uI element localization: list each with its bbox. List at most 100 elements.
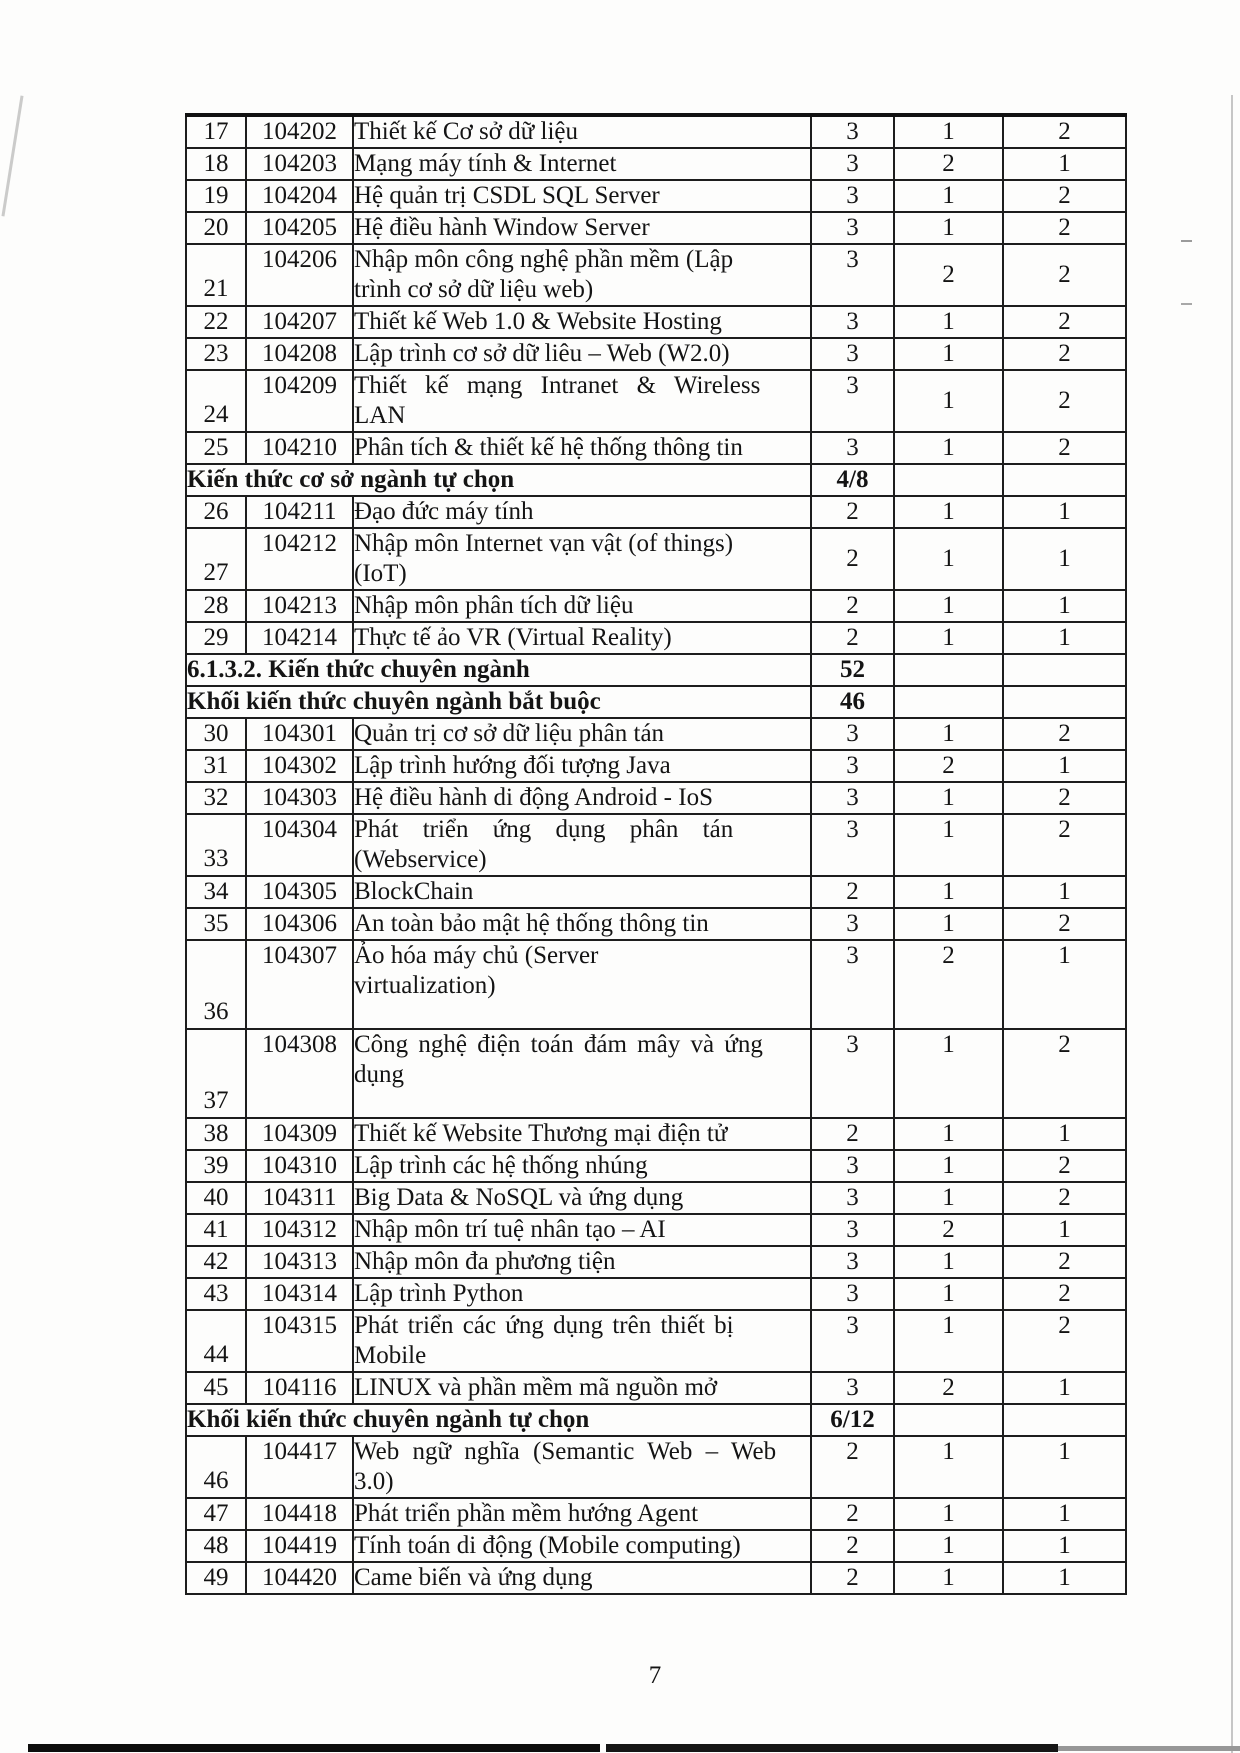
practice-cell: 2 <box>1002 717 1127 751</box>
code-cell: 104204 <box>245 179 354 213</box>
page-number: 7 <box>648 1662 662 1689</box>
stt-cell: 27 <box>185 527 247 591</box>
code-cell: 104310 <box>245 1149 354 1183</box>
course-row: 28 104213 Nhập môn phân tích dữ liệu 2 1 1 <box>185 589 1127 623</box>
stt-cell: 43 <box>185 1277 247 1311</box>
course-name-cell: Lập trình cơ sở dữ liêu – Web (W2.0) <box>352 337 812 371</box>
scan-bottom-band <box>1058 1746 1240 1751</box>
stt-cell: 25 <box>185 431 247 465</box>
course-name-cell: Thực tế ảo VR (Virtual Reality) <box>352 621 812 655</box>
credits-cell: 52 <box>810 653 895 687</box>
code-cell: 104206 <box>245 243 354 307</box>
theory-cell: 1 <box>893 527 1004 591</box>
credits-cell: 46 <box>810 685 895 719</box>
credits-cell: 3 <box>810 1371 895 1405</box>
stt-cell: 23 <box>185 337 247 371</box>
credits-cell: 3 <box>810 1245 895 1279</box>
code-cell: 104307 <box>245 939 354 1030</box>
code-cell: 104417 <box>245 1435 354 1499</box>
course-row: 45 104116 LINUX và phần mềm mã nguồn mở 3 2 1 <box>185 1371 1127 1405</box>
course-row: 22 104207 Thiết kế Web 1.0 & Website Hosti… <box>185 305 1127 339</box>
credits-cell: 3 <box>810 749 895 783</box>
course-name-cell: Hệ điều hành Window Server <box>352 211 812 245</box>
theory-cell: 1 <box>893 495 1004 529</box>
stt-cell: 28 <box>185 589 247 623</box>
course-row: 47 104418 Phát triển phần mềm hướng Agent 2… <box>185 1497 1127 1531</box>
course-row: 34 104305 BlockChain 2 1 1 <box>185 875 1127 909</box>
practice-cell: 1 <box>1002 621 1127 655</box>
practice-cell: 2 <box>1002 179 1127 213</box>
course-name-cell: Thiết kế mạng Intranet & Wireless LAN <box>352 369 812 433</box>
section-label-cell: Khối kiến thức chuyên ngành bắt buộc <box>185 685 812 719</box>
course-row: 18 104203 Mạng máy tính & Internet 3 2 1 <box>185 147 1127 181</box>
code-cell: 104309 <box>245 1117 354 1151</box>
course-row: 38 104309 Thiết kế Website Thương mại điện… <box>185 1117 1127 1151</box>
code-cell: 104205 <box>245 211 354 245</box>
course-name-cell: Quản trị cơ sở dữ liệu phân tán <box>352 717 812 751</box>
course-row: 25 104210 Phân tích & thiết kế hệ thống th… <box>185 431 1127 465</box>
course-row: 49 104420 Came biến và ứng dụng 2 1 1 <box>185 1561 1127 1595</box>
credits-cell: 3 <box>810 1277 895 1311</box>
code-cell: 104202 <box>245 114 354 149</box>
credits-cell: 3 <box>810 1181 895 1215</box>
practice-cell: 1 <box>1002 1213 1127 1247</box>
credits-cell: 3 <box>810 243 895 307</box>
credits-cell: 2 <box>810 1529 895 1563</box>
credits-cell: 3 <box>810 211 895 245</box>
credits-cell: 2 <box>810 589 895 623</box>
practice-cell: 1 <box>1002 527 1127 591</box>
credits-cell: 2 <box>810 495 895 529</box>
code-cell: 104306 <box>245 907 354 941</box>
course-name-cell: Thiết kế Cơ sở dữ liệu <box>352 114 812 149</box>
course-name-cell: Nhập môn công nghệ phần mềm (Lập trình c… <box>352 243 812 307</box>
stt-cell: 35 <box>185 907 247 941</box>
course-row: 26 104211 Đạo đức máy tính 2 1 1 <box>185 495 1127 529</box>
theory-cell: 2 <box>893 1371 1004 1405</box>
course-row: 48 104419 Tính toán di động (Mobile comput… <box>185 1529 1127 1563</box>
course-name-cell: Hệ điều hành di động Android - IoS <box>352 781 812 815</box>
course-name-cell: LINUX và phần mềm mã nguồn mở <box>352 1371 812 1405</box>
code-cell: 104210 <box>245 431 354 465</box>
course-row: 20 104205 Hệ điều hành Window Server 3 1 2 <box>185 211 1127 245</box>
code-cell: 104315 <box>245 1309 354 1373</box>
practice-cell: 2 <box>1002 1309 1127 1373</box>
course-row: 44 104315 Phát triển các ứng dụng trên thi… <box>185 1309 1127 1373</box>
course-name-cell: Phát triển phần mềm hướng Agent <box>352 1497 812 1531</box>
practice-cell: 2 <box>1002 1245 1127 1279</box>
course-row: 40 104311 Big Data & NoSQL và ứng dụng 3 1 2 <box>185 1181 1127 1215</box>
theory-cell: 1 <box>893 813 1004 877</box>
practice-cell: 2 <box>1002 337 1127 371</box>
code-cell: 104213 <box>245 589 354 623</box>
course-name-cell: Nhập môn phân tích dữ liệu <box>352 589 812 623</box>
course-name-cell: Lập trình các hệ thống nhúng <box>352 1149 812 1183</box>
stt-cell: 24 <box>185 369 247 433</box>
stt-cell: 33 <box>185 813 247 877</box>
course-name-cell: An toàn bảo mật hệ thống thông tin <box>352 907 812 941</box>
theory-cell: 1 <box>893 369 1004 433</box>
course-name-cell: Nhập môn Internet vạn vật (of things) (I… <box>352 527 812 591</box>
theory-cell: 1 <box>893 1529 1004 1563</box>
course-row: 33 104304 Phát triển ứng dụng phân tán (We… <box>185 813 1127 877</box>
credits-cell: 3 <box>810 781 895 815</box>
code-cell: 104418 <box>245 1497 354 1531</box>
course-name-cell: Web ngữ nghĩa (Semantic Web – Web 3.0) <box>352 1435 812 1499</box>
theory-cell: 1 <box>893 114 1004 149</box>
practice-cell: 2 <box>1002 1277 1127 1311</box>
code-cell: 104303 <box>245 781 354 815</box>
course-row: 42 104313 Nhập môn đa phương tiện 3 1 2 <box>185 1245 1127 1279</box>
theory-cell: 1 <box>893 1028 1004 1119</box>
course-name-cell: Đạo đức máy tính <box>352 495 812 529</box>
stt-cell: 37 <box>185 1028 247 1119</box>
course-row: 30 104301 Quản trị cơ sở dữ liệu phân tán 3… <box>185 717 1127 751</box>
practice-cell: 2 <box>1002 211 1127 245</box>
theory-cell: 1 <box>893 179 1004 213</box>
course-name-cell: Phát triển ứng dụng phân tán (Webservice… <box>352 813 812 877</box>
credits-cell: 3 <box>810 1309 895 1373</box>
stt-cell: 45 <box>185 1371 247 1405</box>
code-cell: 104311 <box>245 1181 354 1215</box>
code-cell: 104419 <box>245 1529 354 1563</box>
curriculum-table: 17 104202 Thiết kế Cơ sở dữ liệu 3 1 2 18 10420… <box>185 113 1127 1595</box>
course-row: 29 104214 Thực tế ảo VR (Virtual Reality) 2… <box>185 621 1127 655</box>
code-cell: 104301 <box>245 717 354 751</box>
course-row: 31 104302 Lập trình hướng đối tượng Java 3 2… <box>185 749 1127 783</box>
